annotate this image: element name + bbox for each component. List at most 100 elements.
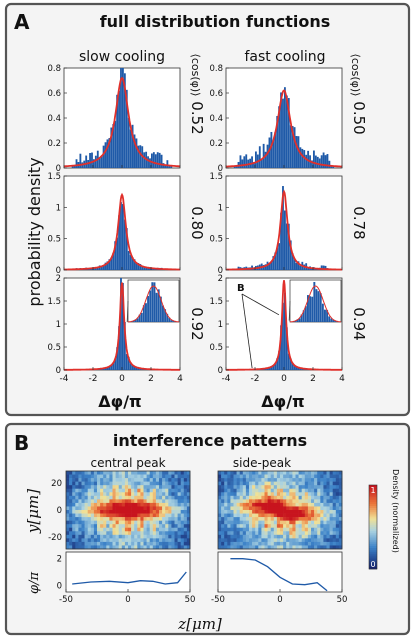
heatmap-cell [115,478,119,482]
heatmap-cell [186,506,191,511]
inset-bar [164,309,167,322]
heatmap-cell [72,538,76,543]
heatmap-cell [81,471,85,475]
heatmap-cell [264,545,268,550]
heatmap-cell [121,531,126,536]
heatmap-cell [128,517,132,521]
heatmap-cell [131,492,135,497]
heatmap-cell [314,481,318,486]
heatmap-cell [162,502,166,507]
heatmap-cell [233,545,237,550]
heatmap-cell [171,499,175,504]
heatmap-cell [230,534,234,539]
heatmap-cell [180,485,185,490]
heatmap-cell [140,541,144,546]
heatmap-cell [121,471,126,475]
heatmap-cell [323,506,327,511]
heatmap-cell [261,481,265,486]
heatmap-cell [78,524,82,529]
histogram-bar [260,159,263,168]
heatmap-cell [332,517,337,521]
heatmap-cell [332,534,337,539]
heatmap-cell [183,506,188,511]
heatmap-cell [273,531,278,536]
heatmap-cell [109,506,113,511]
heatmap-cell [242,524,247,529]
heatmap-cell [326,474,330,479]
heatmap-cell [304,531,309,536]
heatmap-cell [159,513,163,518]
heatmap-cell [171,481,175,486]
heatmap-cell [140,517,144,521]
histogram-bar [89,152,91,168]
phase-y-label: φ/π [27,572,42,594]
colorbar-segment [369,564,377,568]
heatmap-cell [252,527,256,532]
heatmap-cell [335,510,340,514]
heatmap-cell [131,499,135,504]
heatmap-cell [332,495,337,500]
heatmap-cell [97,485,101,490]
heatmap-cell [307,534,312,539]
heatmap-cell [90,495,95,500]
heatmap-cell [304,495,309,500]
heatmap-cell [177,471,181,475]
heatmap-cell [280,481,284,486]
inset-bar [153,282,156,322]
histogram-bar [108,366,111,370]
heatmap-cell [236,495,240,500]
inset-fit-curve [127,285,180,323]
heatmap-cell [140,478,144,482]
heatmap-cell [128,541,132,546]
heatmap-cell [69,517,73,521]
heatmap-cell [311,481,315,486]
histogram-bar [289,358,292,370]
heatmap-cell [131,471,135,475]
colorbar-segment [369,495,377,498]
heatmap-cell [230,524,234,529]
heatmap-cell [93,541,98,546]
heatmap-cell [124,534,129,539]
heatmap-cell [84,538,88,543]
heatmap-cell [236,527,240,532]
histogram-bar [164,165,167,168]
heatmap-cell [236,538,240,543]
heatmap-cell [233,499,237,504]
histogram-bar [287,98,290,168]
heatmap-cell [121,541,126,546]
heatmap-cell [81,478,85,482]
heatmap-cell [242,541,247,546]
heatmap-cell [159,488,163,493]
x-tick-label: 4 [177,374,183,384]
histogram-bar [123,219,126,270]
heatmap-cell [289,499,293,504]
heatmap-cell [329,471,333,475]
histogram-bar [147,267,149,270]
heatmap-cell [81,499,85,504]
heatmap-cell [289,538,293,543]
heatmap-cell [180,541,185,546]
histogram-bar [276,358,279,370]
heatmap-cell [249,499,253,504]
heatmap-cell [264,527,268,532]
heatmap-cell [280,541,284,546]
heatmap-cell [245,492,250,497]
histogram-bar [295,136,298,168]
heatmap-cell [301,499,306,504]
heatmap-cell [146,541,150,546]
y-tick-label: 0.4 [47,114,61,124]
heatmap-cell [97,524,101,529]
heatmap-cell [87,527,92,532]
heatmap-cell [143,520,147,525]
colorbar-segment [369,514,377,517]
heatmap-cell [183,485,188,490]
heatmap-cell [171,517,175,521]
heatmap-cell [276,510,281,514]
heatmap-cell [258,499,262,504]
histogram-bar [239,155,242,168]
heatmap-cell [227,506,231,511]
histogram-bar [258,146,261,168]
histogram-bar [131,365,134,370]
heatmap-cell [149,474,154,479]
heatmap-cell [239,488,244,493]
